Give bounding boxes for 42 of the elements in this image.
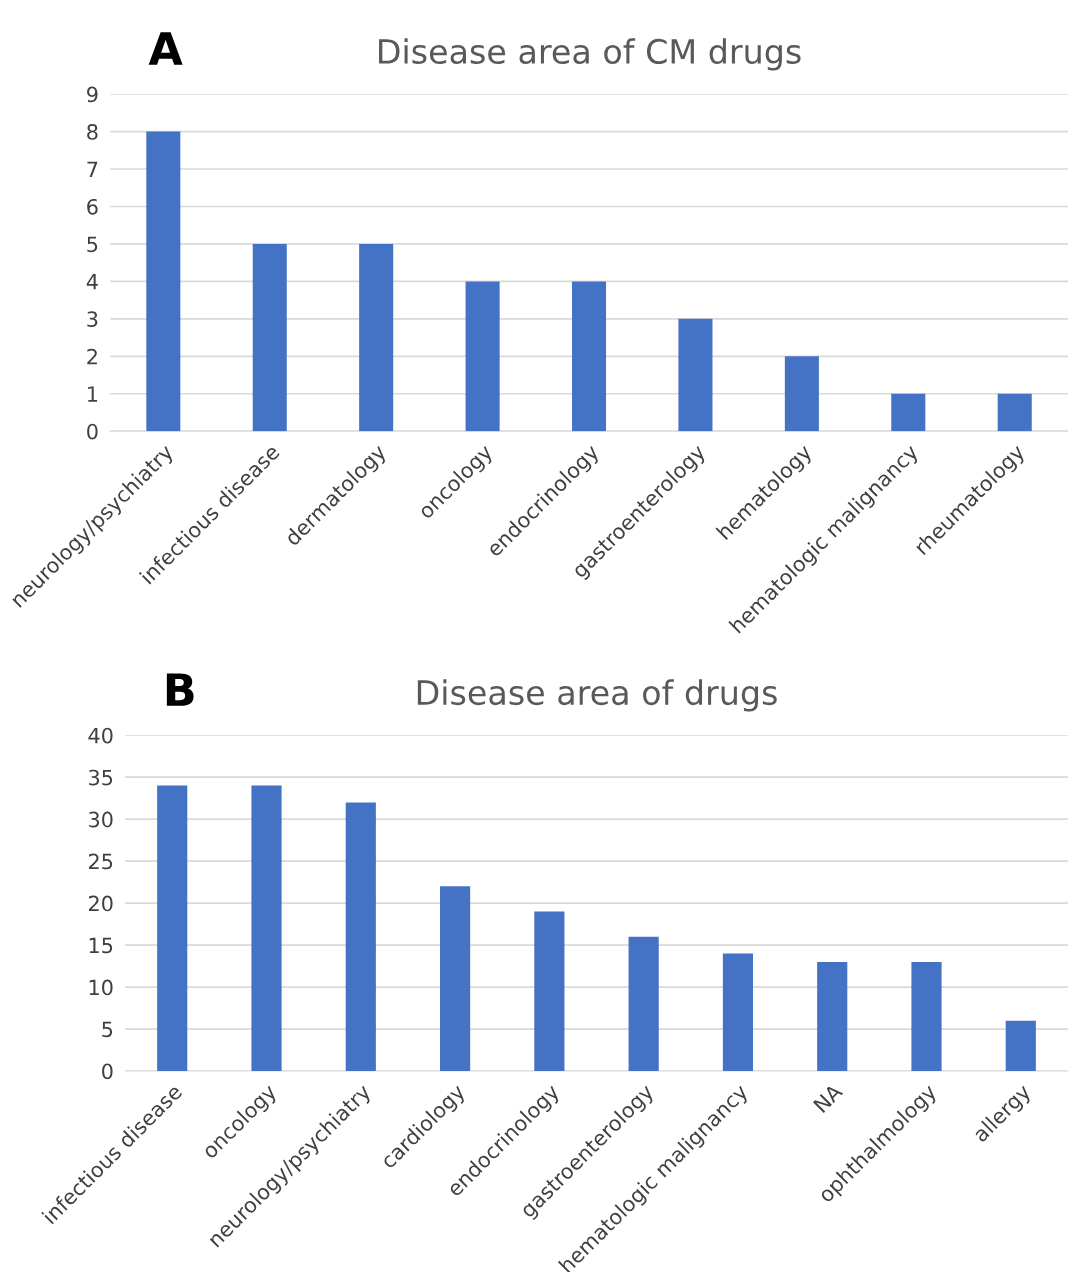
text: B [166, 673, 194, 706]
y-tick-label: 0 [87, 423, 98, 440]
text: A [148, 32, 183, 65]
y-tick-label: 40 [88, 727, 113, 744]
chart-title: Disease area of drugs [417, 679, 777, 712]
bar [534, 911, 565, 1072]
y-tick-label: 25 [88, 853, 113, 870]
y-tick-label: 5 [87, 236, 98, 253]
y-tick-label: 5 [102, 1021, 113, 1038]
bar [997, 393, 1032, 432]
bar [678, 318, 713, 432]
y-tick-label: 3 [87, 311, 98, 328]
bar [252, 243, 287, 432]
y-tick-label: 20 [88, 895, 113, 912]
bar [628, 936, 659, 1072]
bar [571, 281, 607, 432]
bar [465, 281, 500, 432]
y-tick-label: 0 [102, 1063, 113, 1080]
y-tick-label: 4 [86, 274, 98, 290]
y-tick-label: 2 [87, 348, 97, 365]
y-tick-label: 1 [88, 386, 98, 402]
bar [1005, 1020, 1036, 1072]
y-tick-label: 30 [89, 811, 113, 828]
bar [251, 785, 282, 1072]
y-tick-label: 8 [87, 124, 98, 140]
bar [157, 785, 188, 1072]
bar [911, 961, 942, 1072]
y-tick-label: 7 [87, 161, 98, 177]
bar [345, 802, 376, 1072]
bar [146, 131, 181, 432]
bar [817, 961, 848, 1072]
y-tick-label: 6 [87, 198, 98, 215]
bar [891, 393, 926, 432]
bar [784, 356, 819, 432]
bar [359, 243, 394, 432]
y-tick-label: 35 [89, 769, 113, 786]
chart-title: Disease area of CM drugs [379, 38, 801, 71]
y-tick-label: 10 [89, 979, 113, 996]
bar [439, 886, 471, 1072]
y-tick-label: 15 [89, 937, 113, 954]
bar [722, 953, 754, 1072]
y-tick-label: 9 [87, 86, 98, 103]
